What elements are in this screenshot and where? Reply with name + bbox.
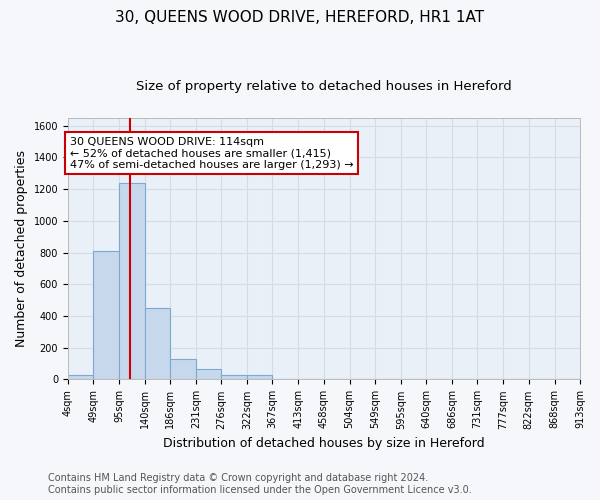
X-axis label: Distribution of detached houses by size in Hereford: Distribution of detached houses by size … <box>163 437 485 450</box>
Title: Size of property relative to detached houses in Hereford: Size of property relative to detached ho… <box>136 80 512 93</box>
Bar <box>196 369 221 380</box>
Text: 30 QUEENS WOOD DRIVE: 114sqm
← 52% of detached houses are smaller (1,415)
47% of: 30 QUEENS WOOD DRIVE: 114sqm ← 52% of de… <box>70 137 353 170</box>
Y-axis label: Number of detached properties: Number of detached properties <box>15 150 28 347</box>
Bar <box>170 359 196 380</box>
Bar <box>247 376 272 380</box>
Bar <box>68 376 93 380</box>
Text: 30, QUEENS WOOD DRIVE, HEREFORD, HR1 1AT: 30, QUEENS WOOD DRIVE, HEREFORD, HR1 1AT <box>115 10 485 25</box>
Bar <box>93 251 119 380</box>
Text: Contains HM Land Registry data © Crown copyright and database right 2024.
Contai: Contains HM Land Registry data © Crown c… <box>48 474 472 495</box>
Bar <box>119 183 145 380</box>
Bar <box>221 376 247 380</box>
Bar <box>145 308 170 380</box>
